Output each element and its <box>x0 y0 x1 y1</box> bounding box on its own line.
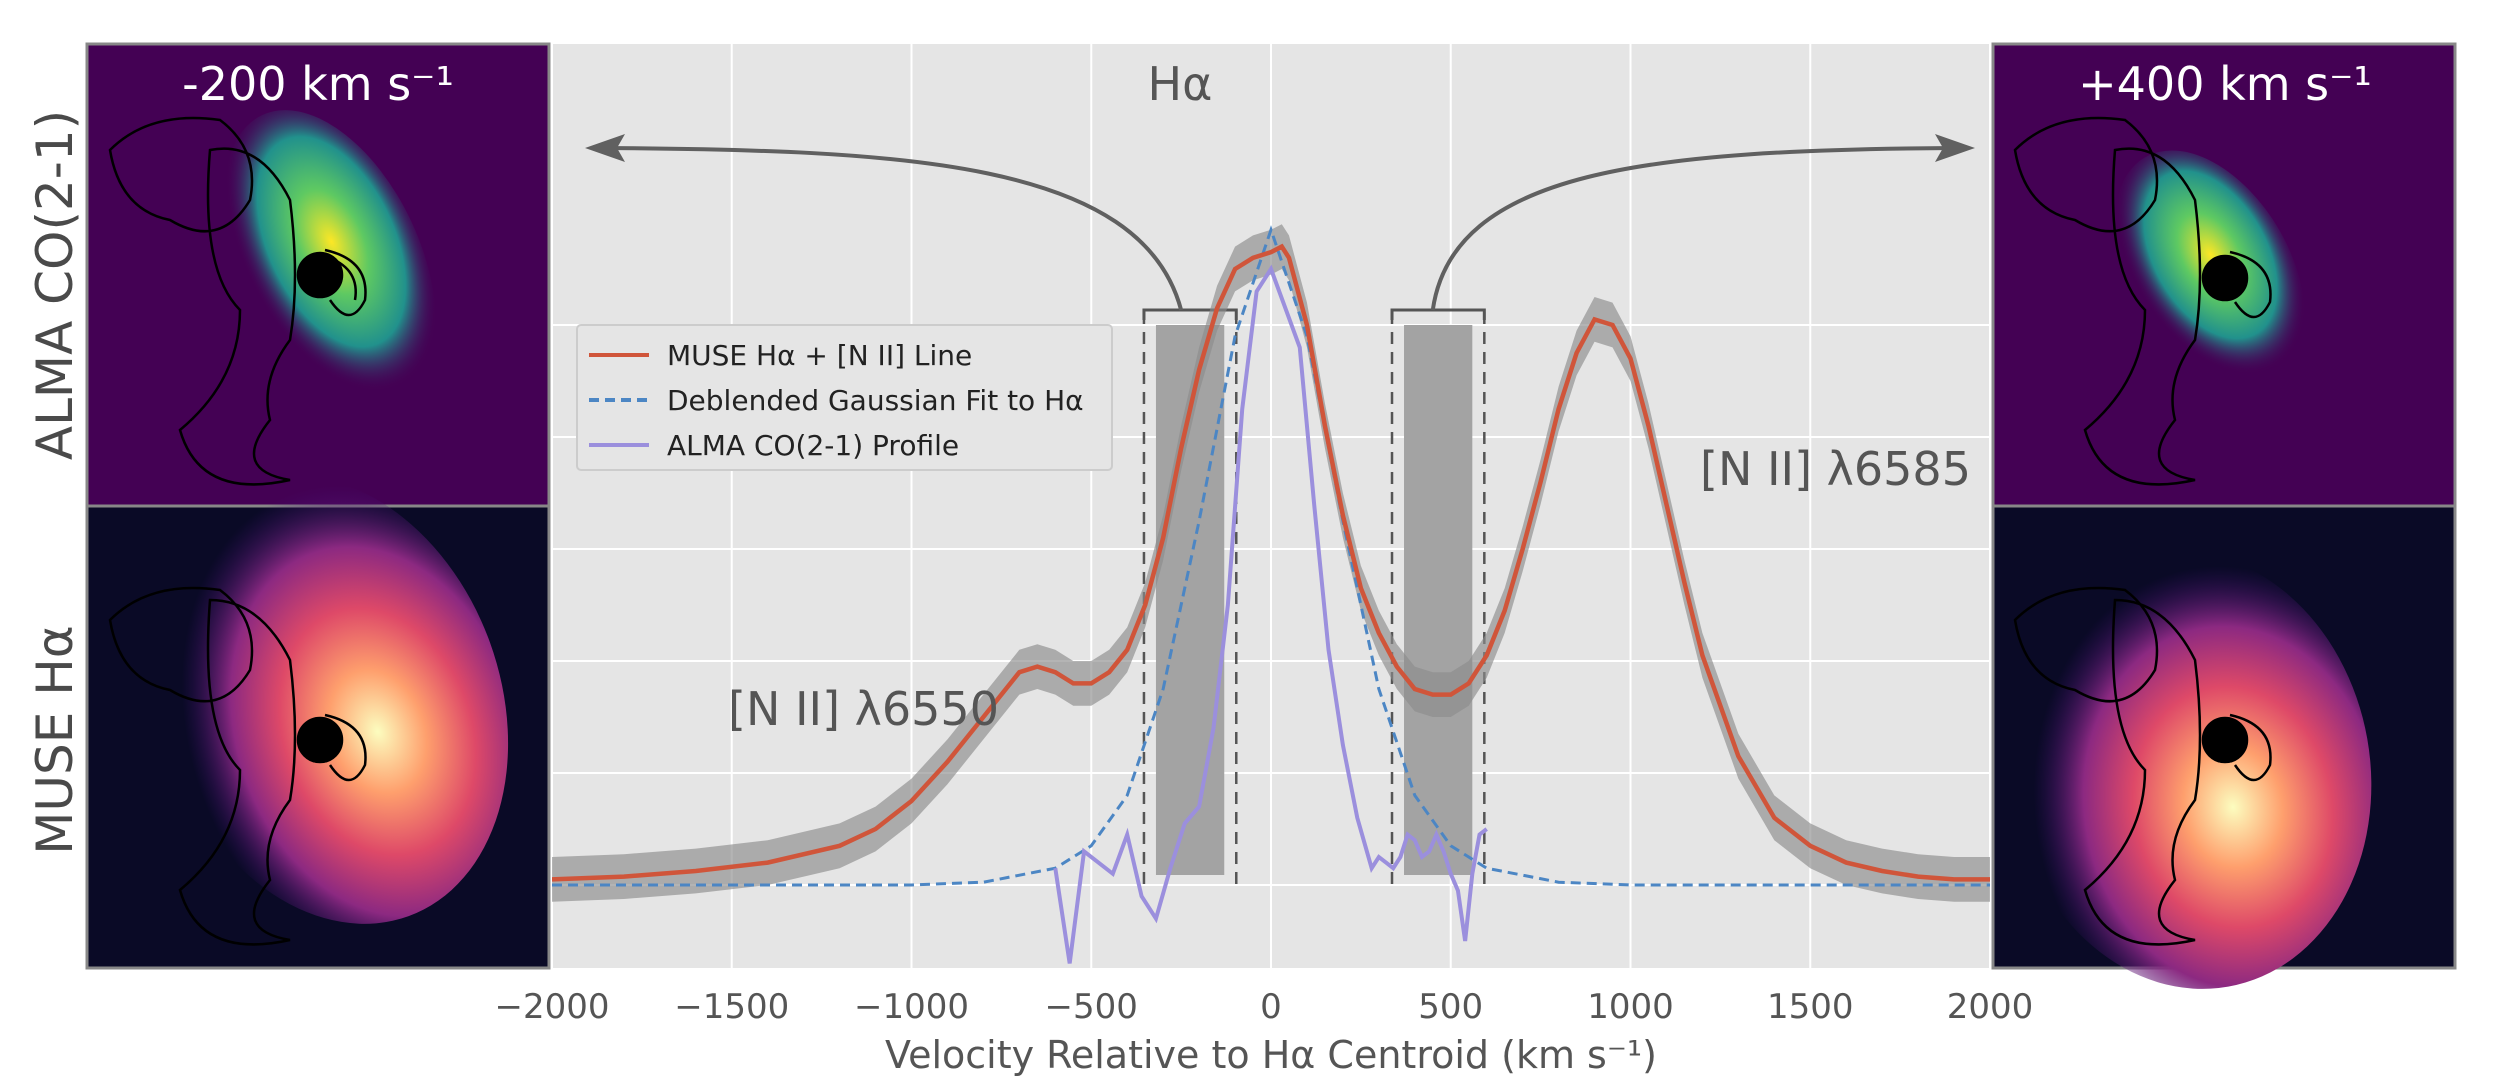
region-bracket <box>1390 308 1486 320</box>
left-panel-title: -200 km s⁻¹ <box>182 57 454 111</box>
legend-label: ALMA CO(2-1) Profile <box>667 429 959 462</box>
contours-right-bottom <box>2013 586 2272 946</box>
legend-label: Deblended Gaussian Fit to Hα <box>667 384 1084 417</box>
contours-left-bottom <box>108 586 367 946</box>
gaussian-fit-line <box>552 225 1990 887</box>
annotation-nii-6550: [N II] λ6550 <box>728 682 999 736</box>
right-panel-title: +400 km s⁻¹ <box>2078 57 2372 111</box>
annotation-nii-6585: [N II] λ6585 <box>1700 442 1971 496</box>
left-image-panels: -200 km s⁻¹ ALMA CO(2-1) MUSE Hα <box>26 42 551 970</box>
arrows <box>585 134 1975 311</box>
contours-left-top <box>108 116 367 486</box>
x-tick-label: −500 <box>1045 987 1138 1027</box>
grid <box>551 44 1991 968</box>
legend-label: MUSE Hα + [N II] Line <box>667 339 972 372</box>
halpha-emission-left <box>151 476 509 924</box>
contours-right-top <box>2013 116 2272 486</box>
series-layer <box>552 224 1990 964</box>
x-tick-labels: −2000 −1500 −1000 −500 0 500 1000 1500 2000 <box>494 987 2033 1027</box>
x-tick-label: −2000 <box>494 987 609 1027</box>
legend-box <box>576 324 1113 471</box>
muse-line <box>552 243 1990 882</box>
right-arrowhead <box>1935 134 1975 162</box>
x-axis-label: Velocity Relative to Hα Centroid (km s⁻¹… <box>885 1033 1657 1077</box>
x-tick-label: 2000 <box>1947 987 2034 1027</box>
legend: MUSE Hα + [N II] Line Deblended Gaussian … <box>576 324 1113 471</box>
right-image-panels: +400 km s⁻¹ <box>1991 42 2457 989</box>
x-tick-label: 500 <box>1418 987 1483 1027</box>
left-arrow <box>599 146 1184 311</box>
right-arrow <box>1430 146 1956 311</box>
shaded-region <box>1404 325 1473 875</box>
annotation-halpha: Hα <box>1148 57 1213 111</box>
region-bracket <box>1142 308 1238 320</box>
halpha-emission-right <box>2008 551 2372 989</box>
left-arrowhead <box>585 134 625 162</box>
x-tick-label: −1000 <box>854 987 969 1027</box>
x-tick-label: 1500 <box>1767 987 1854 1027</box>
x-tick-label: 1000 <box>1587 987 1674 1027</box>
alma-co-line <box>1053 264 1488 964</box>
side-label-co: ALMA CO(2-1) <box>26 110 84 460</box>
x-tick-label: −1500 <box>674 987 789 1027</box>
side-label-halpha: MUSE Hα <box>26 625 84 855</box>
spectrum-plot: −2000 −1500 −1000 −500 0 500 1000 1500 2000 Velo… <box>494 44 2033 1077</box>
x-tick-label: 0 <box>1260 987 1282 1027</box>
